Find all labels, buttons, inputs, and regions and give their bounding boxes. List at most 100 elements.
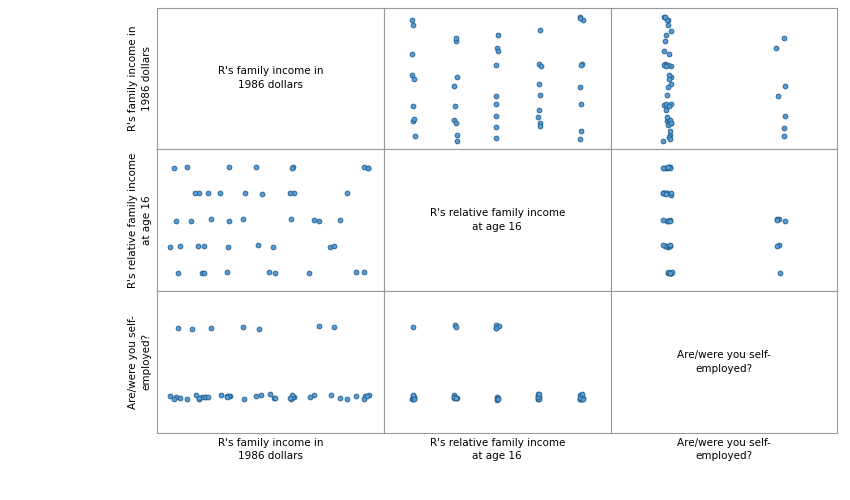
Point xyxy=(657,62,671,70)
Point xyxy=(287,392,301,400)
Point xyxy=(489,92,502,100)
Point xyxy=(324,391,337,399)
Point xyxy=(449,394,462,402)
Point xyxy=(489,134,502,142)
Point xyxy=(450,394,463,402)
Point xyxy=(660,91,673,99)
Point xyxy=(663,269,677,277)
Point xyxy=(267,242,280,250)
Point xyxy=(189,189,202,197)
Point xyxy=(656,136,670,144)
Point xyxy=(192,394,206,402)
Point xyxy=(533,122,547,130)
Point xyxy=(575,394,589,402)
Point xyxy=(236,323,250,331)
Point xyxy=(490,324,503,332)
Point xyxy=(361,164,375,172)
X-axis label: R's relative family income
at age 16: R's relative family income at age 16 xyxy=(429,438,565,462)
Point xyxy=(255,190,269,198)
Point xyxy=(663,50,677,58)
Point xyxy=(449,321,462,329)
Point xyxy=(361,164,375,172)
Point xyxy=(490,321,503,329)
Point xyxy=(663,126,677,134)
Point xyxy=(664,189,677,197)
Point xyxy=(779,217,792,225)
Point xyxy=(362,391,376,399)
Point xyxy=(449,37,462,45)
Point xyxy=(447,393,461,401)
Point xyxy=(220,268,234,276)
Point xyxy=(661,217,675,225)
Point xyxy=(490,396,504,404)
Point xyxy=(531,393,545,401)
Point xyxy=(660,164,674,172)
Point xyxy=(284,189,298,197)
Text: R's family income in
1986 dollars: R's family income in 1986 dollars xyxy=(218,66,323,90)
Point xyxy=(661,270,675,278)
Point xyxy=(661,83,675,91)
Point xyxy=(665,268,678,276)
Point xyxy=(661,60,675,68)
Point xyxy=(405,50,419,58)
Point xyxy=(201,393,215,401)
Point xyxy=(774,270,787,278)
X-axis label: Are/were you self-
employed?: Are/were you self- employed? xyxy=(677,438,771,462)
Point xyxy=(406,21,420,29)
Point xyxy=(661,121,675,129)
Point xyxy=(308,391,321,399)
Point xyxy=(662,133,676,141)
Point xyxy=(192,395,206,403)
Point xyxy=(201,189,214,197)
Point xyxy=(663,217,677,225)
Point xyxy=(663,242,677,250)
Point xyxy=(659,60,672,68)
Point xyxy=(660,16,674,24)
Point xyxy=(223,217,236,225)
Point xyxy=(531,395,545,403)
Point xyxy=(657,189,671,197)
Point xyxy=(575,100,588,108)
Point xyxy=(180,394,194,402)
Point xyxy=(407,394,421,402)
Point xyxy=(358,162,371,170)
Point xyxy=(491,396,505,404)
Point xyxy=(405,394,419,402)
Point xyxy=(254,392,268,400)
Point xyxy=(532,392,546,400)
Point xyxy=(223,392,236,400)
Point xyxy=(658,102,672,110)
Point xyxy=(269,268,282,276)
Point xyxy=(531,390,545,398)
Point xyxy=(285,216,298,224)
Point xyxy=(770,216,784,224)
Point xyxy=(249,392,263,400)
Point xyxy=(449,322,462,330)
Point xyxy=(664,27,677,35)
Point xyxy=(262,268,275,276)
Point xyxy=(192,190,206,198)
Point xyxy=(213,189,227,197)
Point xyxy=(661,16,675,24)
Point xyxy=(533,390,547,398)
Point xyxy=(769,44,783,52)
Point xyxy=(574,395,587,403)
Point xyxy=(657,216,671,224)
Point xyxy=(532,395,546,403)
Point xyxy=(447,116,461,124)
Point xyxy=(574,13,587,21)
Point xyxy=(449,119,462,127)
Point xyxy=(491,394,505,402)
Point xyxy=(661,268,675,276)
Point xyxy=(249,163,263,171)
Point xyxy=(660,190,673,198)
Point xyxy=(490,324,503,332)
Point xyxy=(660,100,673,108)
Point xyxy=(264,390,277,398)
Point xyxy=(660,164,673,172)
Point xyxy=(406,391,420,399)
Point xyxy=(778,124,791,132)
Point xyxy=(665,270,678,278)
Point xyxy=(358,268,371,276)
Point xyxy=(534,26,547,34)
